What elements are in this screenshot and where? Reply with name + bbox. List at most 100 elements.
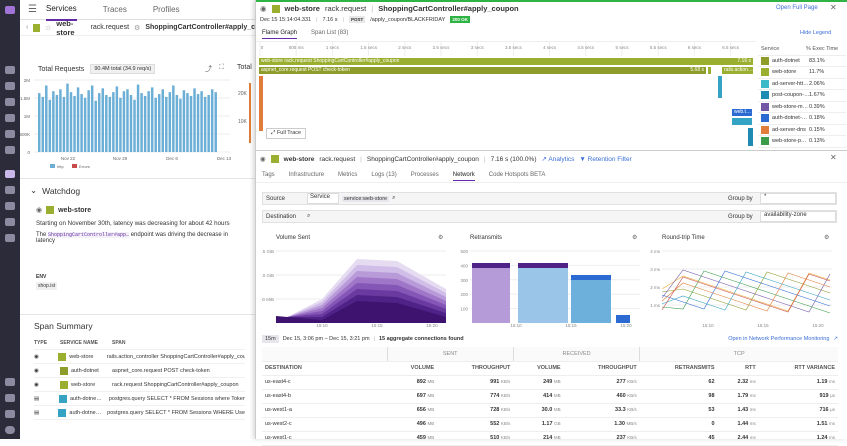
groupby-select[interactable]: * [760, 193, 836, 204]
flame-bar-dns[interactable] [259, 76, 263, 131]
tab-traces[interactable]: Traces [102, 5, 127, 14]
apm-nav-icon[interactable] [5, 170, 15, 178]
fullscreen-icon[interactable]: ⛶ [219, 64, 224, 71]
time-badge[interactable]: 15m [262, 335, 279, 343]
span-tab-1[interactable]: Infrastructure [288, 172, 325, 178]
span-service[interactable]: auth-dotne… [69, 409, 102, 416]
span-service[interactable]: auth-dotne… [69, 395, 102, 402]
groupby-select[interactable]: availability-zone [760, 211, 836, 222]
flame-bar-web[interactable]: web.t… [732, 109, 752, 116]
nav-icon[interactable] [5, 394, 15, 402]
legend-row[interactable]: web-store-m… 0.39% [758, 102, 846, 113]
star-icon[interactable]: ☆ [44, 24, 52, 32]
datadog-logo-icon[interactable] [5, 6, 15, 14]
gear-icon[interactable]: ⚙ [632, 234, 637, 241]
analytics-link[interactable]: ↗ Analytics [541, 156, 575, 163]
nav-icon[interactable] [5, 234, 15, 242]
resource-name[interactable]: ShoppingCartController#apply_c [145, 24, 255, 31]
env-value[interactable]: shop.ist [36, 282, 58, 290]
flame-bar-aspnet[interactable]: aspnet_core.request POST check-token 5.68… [259, 67, 706, 74]
legend-header[interactable]: Service [761, 46, 780, 53]
source-tag[interactable]: service:web-store [342, 195, 390, 202]
column-header[interactable]: DESTINATION [262, 361, 387, 376]
span-service[interactable]: auth-dotnet [71, 367, 99, 374]
user-avatar-icon[interactable] [5, 426, 15, 434]
nav-icon[interactable] [5, 218, 15, 226]
tab-services[interactable]: Services [46, 0, 77, 21]
retention-filter-link[interactable]: ▼ Retention Filter [579, 155, 632, 163]
trace-operation[interactable]: rack.request [324, 4, 367, 13]
flame-bar[interactable] [708, 67, 711, 74]
flame-bar-rails[interactable]: rails.action… [722, 67, 753, 74]
legend-row[interactable]: web-store-p… 0.13% [758, 136, 846, 148]
nav-icon[interactable] [5, 378, 15, 386]
connection-row[interactable]: us-east4-c 892 MB 991 KB/s 249 MB 277 KB/s 62… [262, 375, 838, 390]
legend-row[interactable]: ad-server-dns 0.15% [758, 125, 846, 136]
menu-icon[interactable]: ☰ [28, 4, 37, 15]
watchdog-service[interactable]: web-store [58, 206, 92, 214]
legend-row[interactable]: auth-dotnet 83.1% [758, 56, 846, 67]
nav-icon[interactable] [5, 202, 15, 210]
legend-row[interactable]: post-coupon-… 1.67% [758, 90, 846, 102]
span-service[interactable]: web-store [69, 353, 94, 360]
legend-row[interactable]: web-store 11.7% [758, 67, 846, 79]
external-link-icon[interactable]: ↗ [833, 336, 838, 342]
open-npm-link[interactable]: Open in Network Performance Monitoring [728, 336, 830, 342]
span-resource[interactable]: ShoppingCartController#apply_coupon [366, 155, 479, 163]
legend-header[interactable]: % Exec Time [806, 46, 839, 53]
connection-row[interactable]: us-west1-a 656 MB 728 KB/s 30.0 MB 33.3 KB/s… [262, 403, 838, 418]
nav-icon[interactable] [5, 66, 15, 74]
span-operation[interactable]: rack.request [319, 155, 356, 163]
trace-service[interactable]: web-store [284, 4, 320, 13]
column-header[interactable]: RTT VARIANCE [758, 361, 838, 376]
flame-bar-root[interactable]: web-store rack.request ShoppingCartContr… [259, 58, 753, 65]
legend-row[interactable]: auth-dotnet-… 0.18% [758, 113, 846, 125]
gear-icon[interactable]: ⚙ [824, 234, 829, 241]
source-select[interactable]: Service [307, 193, 339, 204]
nav-icon[interactable] [5, 114, 15, 122]
span-tab-0[interactable]: Tags [262, 172, 275, 178]
connection-row[interactable]: us-east4-b 697 MB 774 KB/s 414 MB 460 KB/s 98… [262, 389, 838, 404]
span-service[interactable]: web-store [71, 381, 96, 388]
flame-bar[interactable] [748, 128, 753, 146]
service-name[interactable]: web-store [56, 18, 75, 37]
span-summary-row[interactable]: ◉ auth-dotnet aspnet_core.request POST che… [34, 364, 245, 378]
export-icon[interactable]: ⤴ [205, 66, 212, 73]
flame-bar[interactable] [718, 76, 722, 98]
nav-icon[interactable] [5, 146, 15, 154]
span-summary-row[interactable]: ◉ web-store rack.request ShoppingCartContr… [34, 378, 245, 392]
nav-icon[interactable] [5, 186, 15, 194]
trace-resource[interactable]: ShoppingCartController#apply_coupon [378, 4, 519, 13]
legend-row[interactable]: ad-server-htt… 2.06% [758, 79, 846, 90]
total-filter[interactable]: 90.4M total (34.9 req/s) [90, 64, 156, 74]
operation-name[interactable]: rack.request [90, 24, 130, 31]
nav-icon[interactable] [5, 82, 15, 90]
close-icon[interactable]: ✕ [830, 3, 837, 12]
nav-icon[interactable] [5, 130, 15, 138]
chevron-left-icon[interactable]: ‹ [26, 24, 29, 31]
column-header[interactable]: RETRANSMITS [639, 361, 718, 376]
span-tab-3[interactable]: Logs (13) [371, 172, 397, 178]
span-summary-row[interactable]: ▤ auth-dotne… postgres.query SELECT * FROM… [34, 406, 245, 420]
full-trace-button[interactable]: ⤢ Full Trace [266, 128, 307, 139]
flame-bar[interactable] [732, 118, 752, 125]
nav-icon[interactable] [5, 98, 15, 106]
span-tab-4[interactable]: Processes [410, 172, 439, 178]
tab-flame-graph[interactable]: Flame Graph [262, 30, 298, 39]
chevron-down-icon[interactable]: ⌄ [30, 185, 38, 195]
connection-row[interactable]: us-west2-c 496 MB 552 KB/s 1.17 GB 1.30 MB/s… [262, 417, 838, 432]
connection-row[interactable]: us-west1-c 459 MB 510 KB/s 214 MB 237 KB/s 45… [262, 431, 838, 446]
span-summary-row[interactable]: ▤ auth-dotne… postgres.query SELECT * FROM… [34, 392, 245, 406]
span-summary-row[interactable]: ◉ web-store rails.action_controller Shoppi… [34, 350, 245, 364]
column-header[interactable]: THROUGHPUT [437, 361, 514, 376]
close-icon[interactable]: ✕ [830, 153, 837, 162]
open-full-page-link[interactable]: Open Full Page [776, 5, 818, 11]
nav-icon[interactable] [5, 410, 15, 418]
hide-legend-link[interactable]: Hide Legend [800, 30, 832, 36]
gear-icon[interactable]: ⚙ [438, 234, 443, 241]
span-tab-6[interactable]: Code Hotspots BETA [488, 172, 546, 178]
span-tab-5[interactable]: Network [452, 172, 475, 181]
column-header[interactable]: THROUGHPUT [563, 361, 640, 376]
tab-profiles[interactable]: Profiles [152, 5, 180, 14]
tab-span-list[interactable]: Span List (83) [311, 30, 349, 36]
